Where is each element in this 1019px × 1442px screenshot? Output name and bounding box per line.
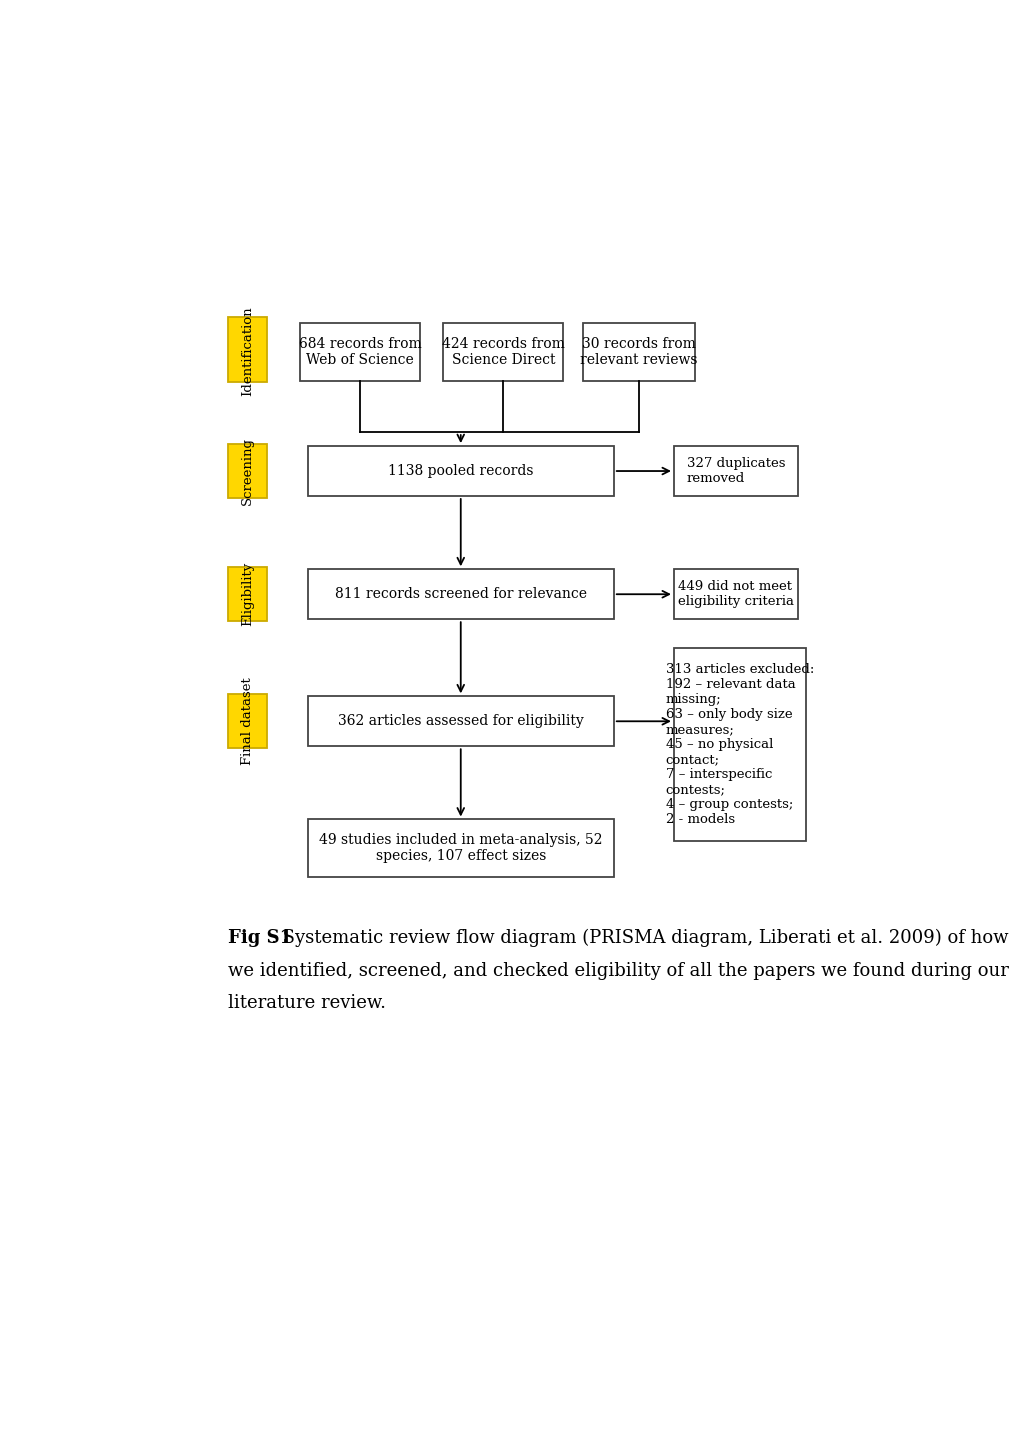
Text: 313 articles excluded:
192 – relevant data
missing;
63 – only body size
measures: 313 articles excluded: 192 – relevant da… <box>665 663 813 826</box>
Text: Screening: Screening <box>240 437 254 505</box>
Text: Fig S1: Fig S1 <box>228 929 292 947</box>
Bar <box>228 317 267 382</box>
Text: 449 did not meet
eligibility criteria: 449 did not meet eligibility criteria <box>678 580 793 609</box>
Text: 1138 pooled records: 1138 pooled records <box>387 464 533 479</box>
Text: 811 records screened for relevance: 811 records screened for relevance <box>334 587 586 601</box>
Text: Identification: Identification <box>240 307 254 397</box>
Bar <box>228 567 267 622</box>
Bar <box>674 570 797 619</box>
Text: 684 records from
Web of Science: 684 records from Web of Science <box>299 336 421 366</box>
Bar <box>308 819 613 877</box>
Bar <box>308 696 613 747</box>
Bar <box>674 647 805 841</box>
Bar <box>582 323 695 381</box>
Text: literature review.: literature review. <box>228 994 386 1012</box>
Text: 424 records from
Science Direct: 424 records from Science Direct <box>441 336 565 366</box>
Bar <box>300 323 420 381</box>
Text: 362 articles assessed for eligibility: 362 articles assessed for eligibility <box>337 714 583 728</box>
Text: 49 studies included in meta-analysis, 52
species, 107 effect sizes: 49 studies included in meta-analysis, 52… <box>319 833 602 864</box>
Bar <box>228 444 267 497</box>
Bar <box>443 323 562 381</box>
Text: we identified, screened, and checked eligibility of all the papers we found duri: we identified, screened, and checked eli… <box>228 962 1008 979</box>
Bar <box>308 570 613 619</box>
Text: Eligibility: Eligibility <box>240 562 254 626</box>
Bar <box>228 695 267 748</box>
Text: 327 duplicates
removed: 327 duplicates removed <box>686 457 785 485</box>
Text: 30 records from
relevant reviews: 30 records from relevant reviews <box>580 336 697 366</box>
Text: Final dataset: Final dataset <box>240 678 254 766</box>
Bar <box>308 446 613 496</box>
Bar <box>674 446 797 496</box>
Text: . Systematic review flow diagram (PRISMA diagram, Liberati et al. 2009) of how: . Systematic review flow diagram (PRISMA… <box>271 929 1008 947</box>
